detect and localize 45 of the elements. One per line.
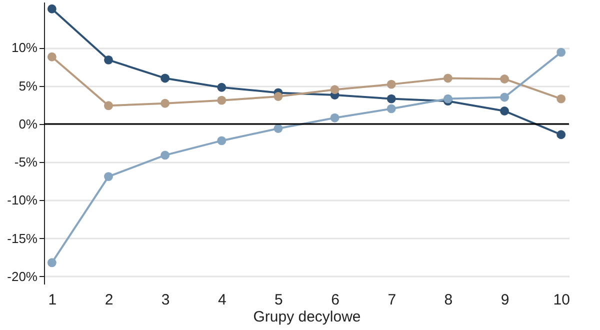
point (556, 94, 566, 104)
x-tick-label: 2 (104, 292, 114, 308)
x-tick-label: 8 (444, 292, 453, 308)
point (500, 74, 509, 84)
point (217, 136, 226, 146)
point (443, 94, 452, 104)
x-tick-label: 7 (388, 292, 396, 308)
point (160, 150, 170, 160)
x-tick-label: 1 (48, 292, 57, 308)
x-tick-label: 4 (218, 292, 226, 308)
point (47, 258, 56, 268)
y-tick-label: -15% (7, 230, 38, 246)
point (500, 92, 509, 102)
x-tick-label: 6 (331, 292, 340, 308)
point (386, 104, 396, 114)
y-tick-label: -20% (7, 268, 38, 284)
y-tick-label: -5% (14, 154, 38, 170)
point (217, 82, 226, 92)
point (556, 130, 566, 140)
point (274, 124, 283, 133)
point (274, 92, 283, 101)
point (330, 113, 340, 122)
y-tick-label: 0% (18, 116, 38, 132)
y-tick-label: -10% (7, 192, 38, 208)
point (556, 48, 566, 57)
x-tick-label: 9 (500, 292, 510, 308)
point (330, 85, 340, 94)
point (443, 74, 452, 83)
x-tick-label: 10 (553, 292, 570, 308)
point (104, 101, 113, 110)
point (104, 172, 113, 181)
y-tick-label: 5% (18, 78, 38, 94)
point (47, 4, 56, 14)
x-tick-label: 5 (274, 292, 283, 308)
point (104, 55, 113, 64)
point (160, 74, 170, 83)
y-tick-label: 10% (11, 40, 38, 56)
x-axis-title: Grupy decylowe (253, 308, 361, 326)
point (386, 80, 396, 89)
point (500, 106, 509, 116)
x-tick-label: 3 (161, 292, 170, 308)
point (386, 94, 396, 104)
point (160, 98, 170, 108)
point (47, 52, 56, 62)
point (217, 96, 226, 105)
